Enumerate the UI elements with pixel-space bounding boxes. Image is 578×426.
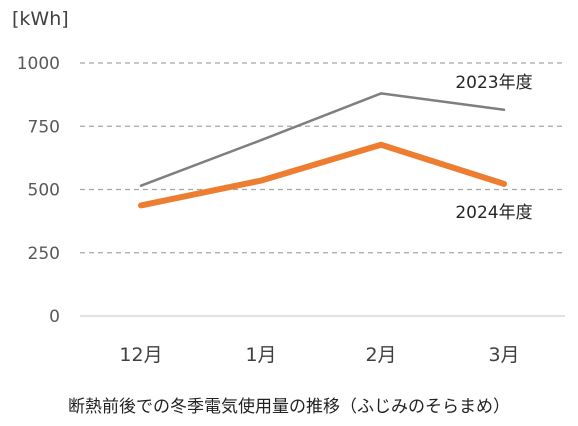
series-label: 2023年度 <box>455 73 532 93</box>
chart-caption: 断熱前後での冬季電気使用量の推移（ふじみのそらまめ） <box>68 397 510 417</box>
y-tick-label: 1000 <box>17 54 60 74</box>
y-tick-label: 500 <box>28 181 60 201</box>
y-tick-label: 750 <box>28 117 60 137</box>
series-line-2023 <box>139 92 506 187</box>
y-tick-label: 250 <box>28 244 60 264</box>
x-tick-label: 12月 <box>119 344 162 366</box>
y-tick-label: 0 <box>49 307 60 327</box>
y-axis-unit-label: [kWh] <box>12 8 69 30</box>
series-line-2024 <box>138 141 507 209</box>
series-label: 2024年度 <box>455 203 532 223</box>
x-tick-label: 1月 <box>245 344 276 366</box>
x-tick-label: 3月 <box>488 344 519 366</box>
x-tick-label: 2月 <box>365 344 396 366</box>
